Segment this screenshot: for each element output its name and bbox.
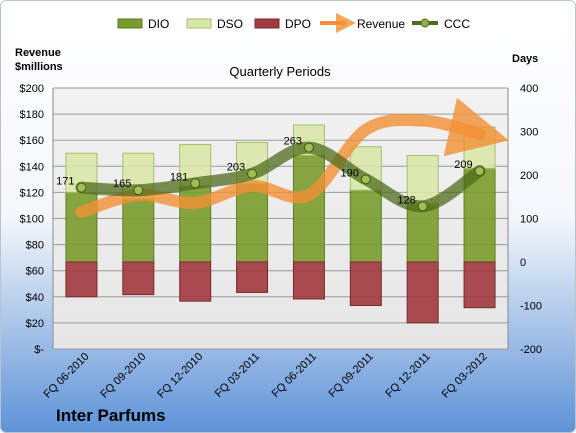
left-tick-label: $200 bbox=[20, 83, 44, 95]
left-tick-label: $- bbox=[34, 344, 44, 356]
bar-dso bbox=[406, 154, 439, 204]
legend-label-dpo: DPO bbox=[285, 17, 311, 31]
left-axis-title-line2: $millions bbox=[15, 61, 63, 73]
legend-swatch-dso bbox=[186, 18, 212, 29]
ccc-point bbox=[190, 178, 201, 189]
revenue-point bbox=[479, 133, 481, 135]
revenue-point bbox=[80, 211, 82, 213]
bar-dpo bbox=[122, 261, 155, 296]
right-tick-label: 400 bbox=[520, 83, 538, 95]
bar-dpo bbox=[179, 261, 212, 302]
right-tick-label: 300 bbox=[520, 127, 538, 139]
ccc-data-label: 171 bbox=[56, 176, 74, 188]
chart-subtitle: Quarterly Periods bbox=[229, 64, 331, 79]
left-tick-label: $40 bbox=[26, 292, 44, 304]
ccc-data-label: 165 bbox=[113, 178, 131, 190]
left-tick-label: $120 bbox=[20, 187, 44, 199]
ccc-data-label: 203 bbox=[227, 162, 245, 174]
ccc-data-label: 209 bbox=[454, 159, 472, 171]
ccc-point bbox=[247, 168, 258, 179]
legend-label-ccc: CCC bbox=[444, 17, 470, 31]
ccc-data-label: 128 bbox=[397, 194, 415, 206]
bar-dio bbox=[292, 154, 325, 263]
legend-label-revenue: Revenue bbox=[357, 17, 405, 31]
right-tick-label: 200 bbox=[520, 170, 538, 182]
ccc-point bbox=[360, 174, 371, 185]
left-tick-label: $60 bbox=[26, 266, 44, 278]
ccc-data-label: 181 bbox=[170, 171, 188, 183]
right-tick-label: 0 bbox=[520, 257, 526, 269]
right-tick-label: -200 bbox=[520, 344, 542, 356]
legend-swatch-ccc-marker bbox=[420, 18, 430, 28]
bar-stack bbox=[179, 144, 212, 302]
bar-dpo bbox=[406, 261, 439, 324]
bar-dpo bbox=[236, 261, 269, 293]
left-tick-label: $20 bbox=[26, 318, 44, 330]
ccc-point bbox=[133, 185, 144, 196]
legend-swatch-dpo bbox=[254, 18, 280, 29]
bar-dpo bbox=[65, 261, 98, 298]
left-axis-title-line1: Revenue bbox=[15, 47, 61, 59]
bar-stack bbox=[122, 152, 155, 296]
left-tick-label: $160 bbox=[20, 135, 44, 147]
bar-stack bbox=[406, 154, 439, 324]
lines: 171 165 181 203 263 190 128 209 bbox=[56, 97, 509, 218]
ccc-point bbox=[417, 201, 428, 212]
left-tick-label: $140 bbox=[20, 161, 44, 173]
left-tick-label: $80 bbox=[26, 240, 44, 252]
legend-swatch-dio bbox=[117, 18, 143, 29]
right-axis-title: Days bbox=[512, 53, 538, 65]
company-name: Inter Parfums bbox=[56, 406, 166, 425]
right-tick-label: 100 bbox=[520, 214, 538, 226]
ccc-point bbox=[303, 142, 314, 153]
right-tick-label: -100 bbox=[520, 301, 542, 313]
left-tick-label: $180 bbox=[20, 109, 44, 121]
ccc-point bbox=[76, 182, 87, 193]
left-tick-label: $100 bbox=[20, 214, 44, 226]
legend: DIO DSO DPO Revenue CCC bbox=[117, 13, 470, 33]
bar-dpo bbox=[349, 261, 382, 306]
bar-stack bbox=[463, 126, 496, 309]
bar-dpo bbox=[292, 261, 325, 300]
revenue-point bbox=[365, 129, 367, 131]
bar-dpo bbox=[463, 261, 496, 309]
ccc-data-label: 263 bbox=[284, 136, 302, 148]
ccc-data-label: 190 bbox=[340, 167, 358, 179]
bar-dio bbox=[349, 189, 382, 263]
revenue-point bbox=[194, 202, 196, 204]
revenue-point bbox=[251, 185, 253, 187]
legend-label-dso: DSO bbox=[217, 17, 243, 31]
bar-dio bbox=[236, 183, 269, 263]
ccc-point bbox=[474, 166, 485, 177]
bar-dio bbox=[122, 198, 155, 263]
legend-label-dio: DIO bbox=[148, 17, 169, 31]
revenue-point bbox=[308, 194, 310, 196]
revenue-point bbox=[422, 120, 424, 122]
